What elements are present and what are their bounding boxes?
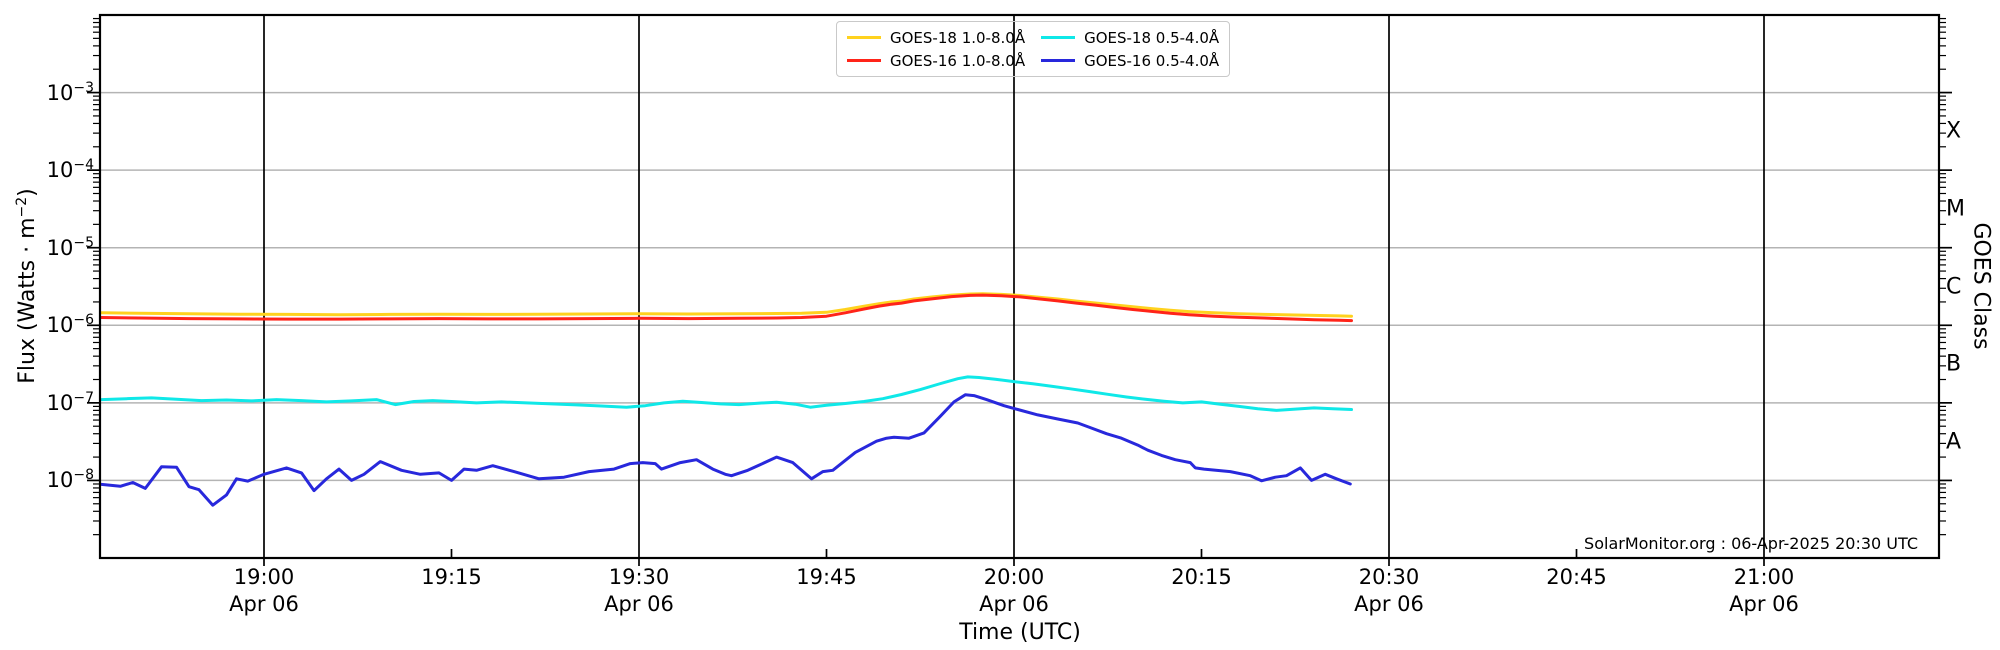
legend: GOES-18 1.0-8.0Å GOES-18 0.5-4.0Å GOES-1… bbox=[836, 21, 1230, 77]
y-tick-label-1e-3: 10−3 bbox=[46, 79, 94, 105]
goes-class-c: C bbox=[1946, 274, 1962, 299]
x-tick-label-2030: 20:30 bbox=[1358, 565, 1420, 589]
x-tick-label-2100: 21:00 bbox=[1733, 565, 1795, 589]
right-axis-title: GOES Class bbox=[1968, 222, 1994, 350]
x-tick-label-2015: 20:15 bbox=[1171, 565, 1232, 589]
x-tick-label-1945: 19:45 bbox=[796, 565, 857, 589]
x-axis-title: Time (UTC) bbox=[959, 620, 1081, 645]
watermark-text: SolarMonitor.org : 06-Apr-2025 20:30 UTC bbox=[1584, 534, 1918, 553]
goes-class-a: A bbox=[1946, 429, 1962, 455]
legend-entry-goes16-long: GOES-16 1.0-8.0Å bbox=[847, 49, 1025, 72]
goes-class-x: X bbox=[1946, 118, 1962, 144]
x-date-label-2100: Apr 06 bbox=[1729, 592, 1799, 616]
legend-line-sample-icon bbox=[847, 36, 881, 39]
x-tick-label-1930: 19:30 bbox=[608, 565, 670, 589]
x-tick-label-2045: 20:45 bbox=[1546, 565, 1607, 589]
legend-line-sample-icon bbox=[1041, 36, 1076, 39]
x-date-label-1930: Apr 06 bbox=[604, 592, 674, 616]
legend-label: GOES-18 1.0-8.0Å bbox=[890, 28, 1026, 47]
x-date-label-2000: Apr 06 bbox=[979, 592, 1049, 616]
x-date-label-1900: Apr 06 bbox=[229, 592, 299, 616]
y-tick-label-1e-8: 10−8 bbox=[46, 467, 94, 493]
legend-entry-goes18-long: GOES-18 1.0-8.0Å bbox=[847, 26, 1025, 49]
y-tick-label-1e-6: 10−6 bbox=[46, 312, 94, 338]
legend-label: GOES-18 0.5-4.0Å bbox=[1084, 28, 1220, 47]
legend-entry-goes18-short: GOES-18 0.5-4.0Å bbox=[1041, 26, 1219, 49]
x-tick-label-1915: 19:15 bbox=[421, 565, 482, 589]
y-tick-label-1e-5: 10−5 bbox=[46, 234, 94, 260]
x-tick-label-2000: 20:00 bbox=[983, 565, 1045, 589]
goes-class-b: B bbox=[1946, 351, 1962, 377]
legend-entry-goes16-short: GOES-16 0.5-4.0Å bbox=[1041, 49, 1219, 72]
x-tick-label-1900: 19:00 bbox=[233, 565, 295, 589]
y-tick-label-1e-4: 10−4 bbox=[46, 157, 94, 183]
legend-label: GOES-16 0.5-4.0Å bbox=[1084, 51, 1220, 70]
x-date-label-2030: Apr 06 bbox=[1354, 592, 1424, 616]
y-axis-title: Flux (Watts · m−2) bbox=[13, 188, 41, 384]
legend-label: GOES-16 1.0-8.0Å bbox=[890, 51, 1026, 70]
goes-class-m: M bbox=[1946, 196, 1965, 222]
y-tick-label-1e-7: 10−7 bbox=[46, 389, 94, 415]
legend-line-sample-icon bbox=[1041, 59, 1076, 62]
legend-line-sample-icon bbox=[847, 59, 881, 62]
